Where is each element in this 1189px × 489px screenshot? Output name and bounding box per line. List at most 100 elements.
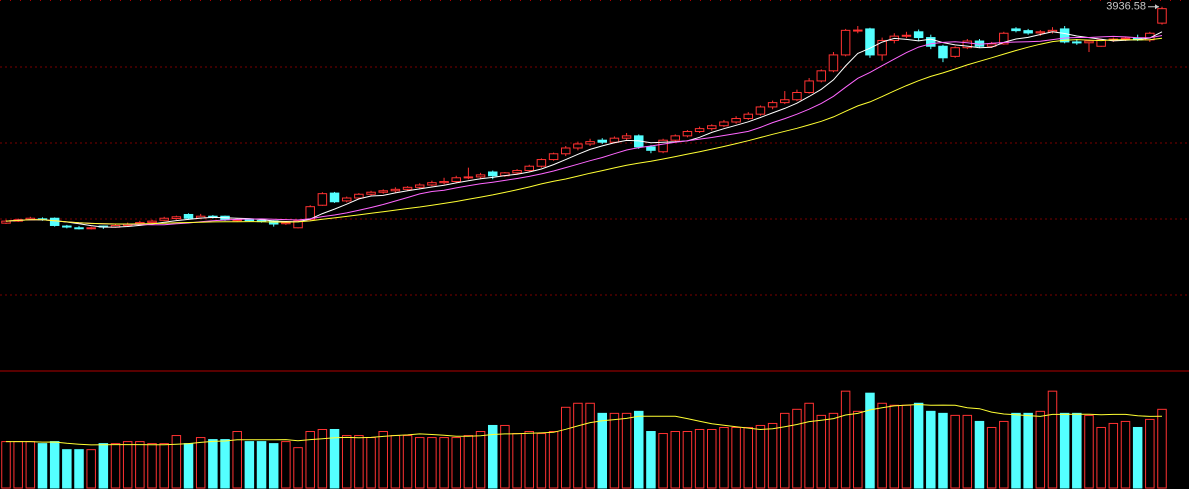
candle-body xyxy=(487,171,498,177)
volume-bar xyxy=(390,435,401,489)
volume-bar xyxy=(536,433,547,489)
candle-body xyxy=(402,186,413,190)
volume-bar xyxy=(682,431,693,489)
volume-bar xyxy=(1035,410,1046,489)
candle-body xyxy=(244,219,255,222)
volume-bar xyxy=(268,443,279,489)
volume-bar xyxy=(171,435,182,489)
volume-bar xyxy=(293,447,303,489)
candle-body xyxy=(414,184,425,188)
volume-bar xyxy=(62,449,72,489)
volume-bar xyxy=(86,449,96,489)
candle-body xyxy=(767,102,778,108)
candle-body xyxy=(962,40,973,49)
candle-body xyxy=(147,220,157,224)
volume-bar xyxy=(767,422,778,489)
volume-bar xyxy=(354,435,364,489)
volume-bar xyxy=(463,435,474,489)
candle-body xyxy=(609,137,620,143)
volume-bar xyxy=(828,412,839,489)
candle-body xyxy=(865,28,875,56)
volume-bar xyxy=(913,402,924,489)
candle-body xyxy=(1084,40,1094,44)
candle-body xyxy=(901,34,912,37)
volume-bar xyxy=(135,441,145,489)
candle-body xyxy=(913,31,924,39)
candle-body xyxy=(792,92,802,101)
volume-bar xyxy=(1120,420,1131,489)
volume-bar xyxy=(755,424,766,489)
volume-bar xyxy=(439,437,449,489)
volume-bar xyxy=(731,426,741,489)
volume-bar xyxy=(281,441,291,489)
candle-body xyxy=(183,213,194,219)
volume-bar xyxy=(670,431,681,489)
volume-bar xyxy=(962,414,973,489)
candle-body xyxy=(1096,39,1106,47)
volume-bar xyxy=(816,414,827,489)
candle-body xyxy=(1072,41,1082,44)
candle-body xyxy=(49,217,60,226)
candle-body xyxy=(86,227,96,230)
volume-bar xyxy=(427,437,437,489)
volume-bar xyxy=(1023,412,1033,489)
candle-body xyxy=(439,181,449,184)
volume-bar xyxy=(585,402,595,489)
volume-bar xyxy=(98,443,109,489)
volume-bar xyxy=(49,441,60,489)
high-label: 3936.58 xyxy=(1106,1,1146,13)
candle-body xyxy=(816,70,827,82)
volume-bar xyxy=(256,441,267,489)
volume-bar xyxy=(560,406,571,489)
candle-body xyxy=(390,188,401,192)
volume-bar xyxy=(1072,412,1082,489)
volume-bar xyxy=(159,443,169,489)
volume-bar xyxy=(305,431,315,489)
volume-bar xyxy=(147,443,157,489)
volume-bar xyxy=(512,433,522,489)
candle-body xyxy=(317,193,328,206)
candle-body xyxy=(670,135,681,141)
volume-bar xyxy=(1084,414,1094,489)
volume-bar xyxy=(1,441,11,489)
candle-body xyxy=(585,141,595,145)
volume-bar xyxy=(938,412,948,489)
volume-bar xyxy=(694,428,705,489)
volume-bar xyxy=(1145,418,1155,489)
candle-body xyxy=(926,37,936,47)
candle-body xyxy=(694,128,705,133)
candle-body xyxy=(366,191,376,195)
candle-body xyxy=(573,143,583,149)
candle-body xyxy=(171,216,182,220)
candle-body xyxy=(658,139,668,153)
volume-bar xyxy=(183,443,194,489)
candle-body xyxy=(560,147,571,155)
price-grid xyxy=(0,66,1189,296)
volume-bar xyxy=(74,449,84,489)
candle-body xyxy=(1120,37,1131,40)
volume-bar xyxy=(974,420,985,489)
volume-bar xyxy=(487,424,498,489)
volume-bar xyxy=(889,404,900,489)
volume-bar xyxy=(646,431,656,489)
candle-body xyxy=(354,193,364,199)
candle-body xyxy=(597,139,608,143)
candle-body xyxy=(74,227,84,230)
candle-body xyxy=(463,176,474,179)
candle-body xyxy=(378,190,388,193)
candle-body xyxy=(707,125,717,130)
volume-bar xyxy=(220,439,230,489)
candle-body xyxy=(427,182,437,186)
volume-bar xyxy=(25,441,36,489)
volume-bar xyxy=(1011,412,1021,489)
volume-bar xyxy=(792,408,802,489)
candle-body xyxy=(524,165,534,172)
volume-bar xyxy=(658,433,668,489)
volume-bar xyxy=(37,443,48,489)
volume-bar xyxy=(366,437,376,489)
volume-bar xyxy=(609,412,620,489)
candle-body xyxy=(475,174,486,178)
moving-average xyxy=(5,35,1163,226)
candle-body xyxy=(682,131,693,137)
volume-bar xyxy=(926,410,936,489)
